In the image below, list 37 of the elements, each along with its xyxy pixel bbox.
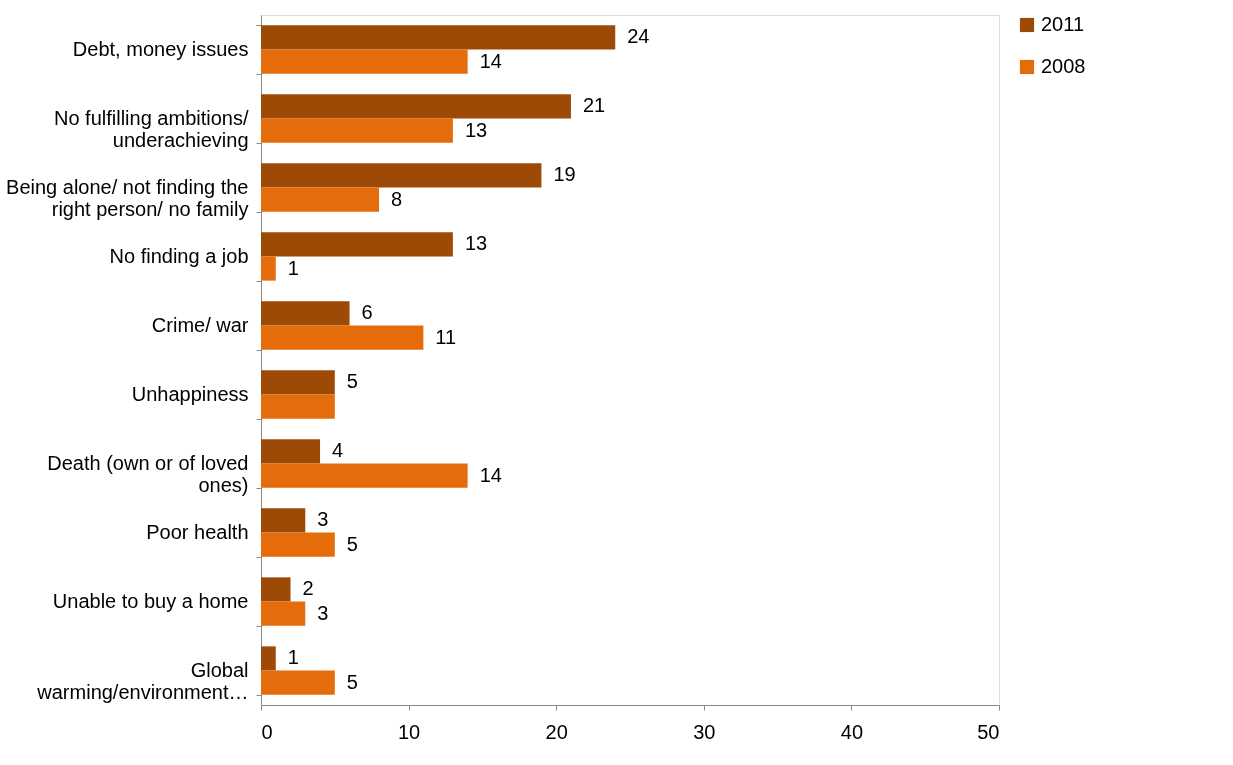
data-label: 5 — [346, 670, 358, 693]
legend-label: 2008 — [1041, 55, 1086, 77]
y-tick-label: No fulfilling ambitions/ underachieving — [53, 107, 249, 151]
x-tick-label: 40 — [840, 720, 864, 743]
y-tick-label: Poor health — [146, 521, 249, 543]
x-tick-label: 20 — [545, 720, 568, 743]
data-label: 13 — [464, 118, 488, 141]
y-tick-label: Death (own or of loved ones) — [47, 452, 249, 496]
data-label: 8 — [391, 187, 403, 210]
data-label: 3 — [317, 601, 329, 624]
data-label: 6 — [361, 301, 373, 324]
x-tick-label: 50 — [977, 720, 1000, 743]
y-tick-label: Global warming/environment… — [36, 659, 249, 703]
data-label: 4 — [332, 439, 344, 462]
data-label: 1 — [287, 646, 299, 669]
legend-label: 2011 — [1041, 13, 1085, 35]
data-label: 14 — [479, 463, 502, 486]
y-tick-label: No finding a job — [109, 245, 249, 267]
x-tick-label: 0 — [261, 720, 273, 743]
data-label: 1 — [287, 256, 299, 279]
data-label: 11 — [435, 325, 457, 348]
data-label: 3 — [317, 508, 329, 531]
data-label: 14 — [479, 49, 502, 72]
data-label: 24 — [627, 25, 650, 48]
y-tick-label: Unhappiness — [131, 383, 249, 405]
data-label: 2 — [302, 577, 314, 600]
y-tick-label: Debt, money issues — [72, 38, 249, 60]
data-label: 19 — [553, 163, 576, 186]
data-label: 5 — [346, 370, 358, 393]
y-tick-label: Being alone/ not finding the right person/ no family — [6, 176, 249, 220]
y-tick-label: Crime/ war — [151, 314, 249, 336]
x-tick-label: 30 — [693, 720, 716, 743]
y-tick-label: Unable to buy a home — [52, 590, 249, 612]
data-label: 13 — [464, 232, 488, 255]
x-tick-label: 10 — [397, 720, 421, 743]
data-label: 21 — [582, 94, 606, 117]
data-label: 5 — [346, 532, 358, 555]
